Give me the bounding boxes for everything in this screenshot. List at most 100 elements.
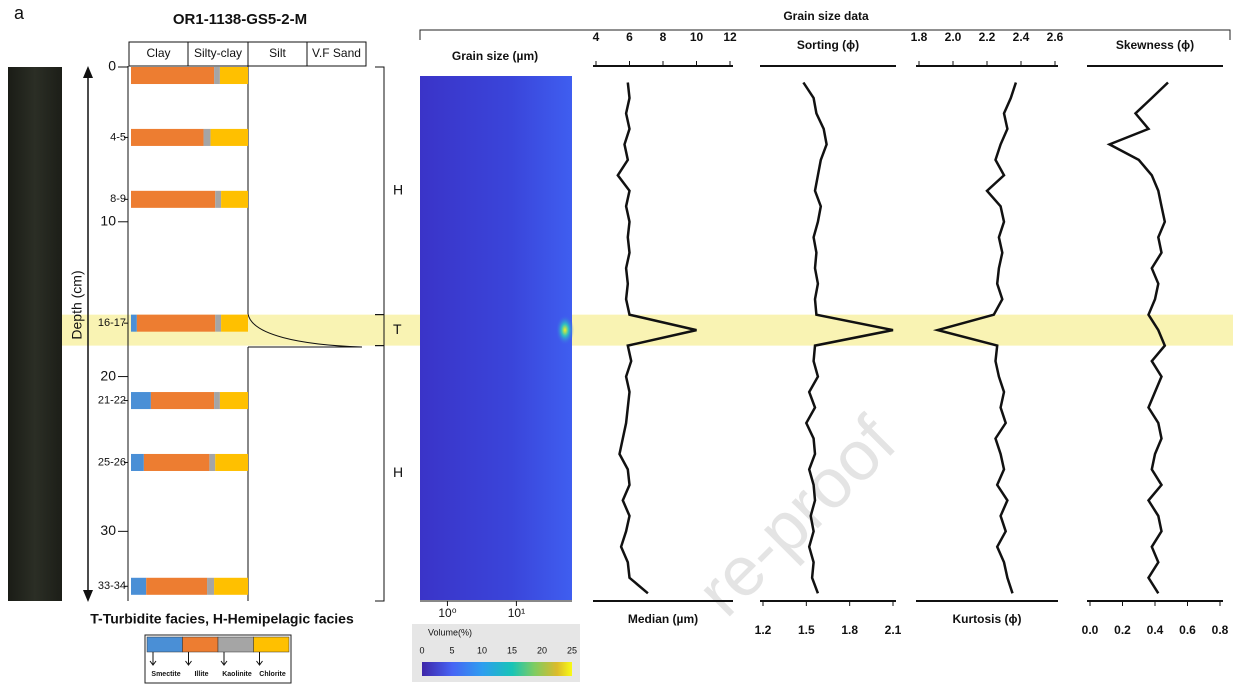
profile-tick-label: 2.0	[945, 30, 962, 44]
core-title: OR1-1138-GS5-2-M	[173, 11, 307, 28]
legend-label: Kaolinite	[222, 671, 252, 678]
depth-tick-label: 30	[100, 522, 116, 538]
mineral-segment	[131, 128, 204, 146]
mineral-segment	[215, 453, 248, 471]
profile-tick-label: 0.2	[1114, 623, 1131, 637]
mineral-segment	[221, 190, 248, 208]
lithology-column: V.F Sand	[312, 46, 361, 60]
legend-arrow	[256, 652, 263, 666]
profile-tick-label: 2.2	[979, 30, 996, 44]
mineral-segment	[210, 128, 248, 146]
mineral-segment	[146, 577, 208, 595]
lithology-column: Silt	[269, 46, 286, 60]
profile-tick-label: 1.8	[841, 623, 858, 637]
depth-tick-label: 0	[108, 58, 116, 74]
profile-line	[802, 81, 894, 594]
legend-swatch	[217, 636, 254, 653]
profile-tick-label: 0.8	[1212, 623, 1229, 637]
sample-label: 8-9	[110, 193, 126, 205]
colorbar-tick-label: 0	[419, 645, 424, 655]
profile-tick-label: 4	[593, 30, 600, 44]
watermark: re-proof	[682, 401, 911, 630]
facies-bracket	[375, 66, 385, 316]
sample-label: 4-5	[110, 131, 126, 143]
mineral-segment	[215, 314, 222, 332]
group-bracket	[419, 29, 1231, 40]
sample-label: 16-17	[98, 317, 126, 329]
legend-label: Illite	[194, 671, 208, 678]
profile-tick-label: 2.4	[1013, 30, 1030, 44]
colorbar-label: Volume(%)	[428, 627, 472, 637]
colorbar-tick-label: 10	[477, 645, 487, 655]
profile-tick-label: 1.5	[798, 623, 815, 637]
sample-label: 21-22	[98, 394, 126, 406]
profile-axis-label: Skewness (ϕ)	[1116, 38, 1194, 52]
lithology-column: Clay	[146, 46, 170, 60]
legend-label: Chlorite	[259, 671, 286, 678]
facies-caption: T-Turbidite facies, H-Hemipelagic facies	[90, 611, 354, 627]
heatmap-x-tick-label: 10⁰	[438, 606, 456, 620]
colorbar	[422, 662, 572, 676]
mineral-segment	[209, 453, 216, 471]
colorbar-tick-label: 5	[449, 645, 454, 655]
heatmap-x-tick-label: 10¹	[508, 606, 525, 620]
mineral-segment	[214, 67, 220, 85]
legend-label: Smectite	[151, 671, 180, 678]
grain-size-log	[247, 66, 363, 601]
lithology-column: Silty-clay	[194, 46, 242, 60]
profile-line	[932, 82, 1018, 594]
mineral-segment	[131, 67, 215, 85]
depth-tick-label: 20	[100, 367, 116, 383]
legend-swatch	[146, 636, 183, 653]
profile-tick-label: 10	[690, 30, 704, 44]
mineral-segment	[219, 67, 248, 85]
profile-axis-label: Kurtosis (ϕ)	[953, 612, 1022, 626]
colorbar-tick-label: 20	[537, 645, 547, 655]
mineral-segment	[143, 453, 210, 471]
mineral-segment	[203, 128, 211, 146]
colorbar-tick-label: 15	[507, 645, 517, 655]
depth-tick-label: 10	[100, 212, 116, 228]
legend-arrow	[185, 652, 192, 666]
facies-label: H	[393, 182, 403, 198]
profile-tick-label: 0.6	[1179, 623, 1196, 637]
legend-arrow	[220, 652, 228, 666]
legend-swatch	[182, 636, 219, 653]
core-photo	[8, 67, 62, 601]
mineral-segment	[131, 314, 137, 332]
profile-line	[616, 82, 697, 595]
mineral-segment	[131, 392, 151, 410]
mineral-segment	[150, 392, 215, 410]
mineral-segment	[215, 190, 222, 208]
profile-tick-label: 6	[626, 30, 633, 44]
profile-tick-label: 2.1	[885, 623, 902, 637]
legend-arrow	[149, 652, 157, 666]
mineral-segment	[221, 314, 248, 332]
profile-tick-label: 8	[660, 30, 667, 44]
legend-swatch	[253, 636, 290, 653]
profile-axis-label: Sorting (ϕ)	[797, 38, 859, 52]
heatmap-peak	[556, 315, 574, 345]
profile-tick-label: 2.6	[1047, 30, 1064, 44]
mineral-segment	[219, 392, 248, 410]
profile-tick-label: 12	[723, 30, 737, 44]
facies-label: H	[393, 464, 403, 480]
facies-label: T	[393, 321, 402, 337]
profile-tick-label: 0.0	[1082, 623, 1099, 637]
group-title: Grain size data	[783, 9, 869, 23]
mineral-segment	[214, 577, 248, 595]
profile-tick-label: 0.4	[1147, 623, 1164, 637]
profile-line	[1106, 81, 1169, 594]
profile-tick-label: 1.8	[911, 30, 928, 44]
facies-bracket	[375, 345, 385, 602]
mineral-segment	[131, 577, 147, 595]
mineral-segment	[131, 453, 144, 471]
heatmap-title: Grain size (µm)	[452, 49, 538, 63]
mineral-segment	[214, 392, 220, 410]
sample-label: 33-34	[98, 580, 126, 592]
mineral-segment	[207, 577, 215, 595]
profile-axis-label: Median (µm)	[628, 612, 698, 626]
panel-label: a	[14, 3, 25, 23]
mineral-segment	[136, 314, 216, 332]
